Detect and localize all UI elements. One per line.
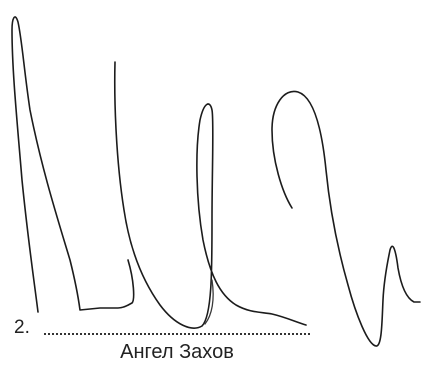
signature-line-number: 2. <box>14 317 30 338</box>
signer-name: Ангел Захов <box>120 341 234 363</box>
signature-stroke-2 <box>113 61 307 329</box>
signature-stroke-1 <box>11 16 135 313</box>
signature-dotted-line <box>44 333 310 335</box>
signature-stroke-3 <box>271 90 421 347</box>
signature-stroke-4 <box>204 279 214 325</box>
